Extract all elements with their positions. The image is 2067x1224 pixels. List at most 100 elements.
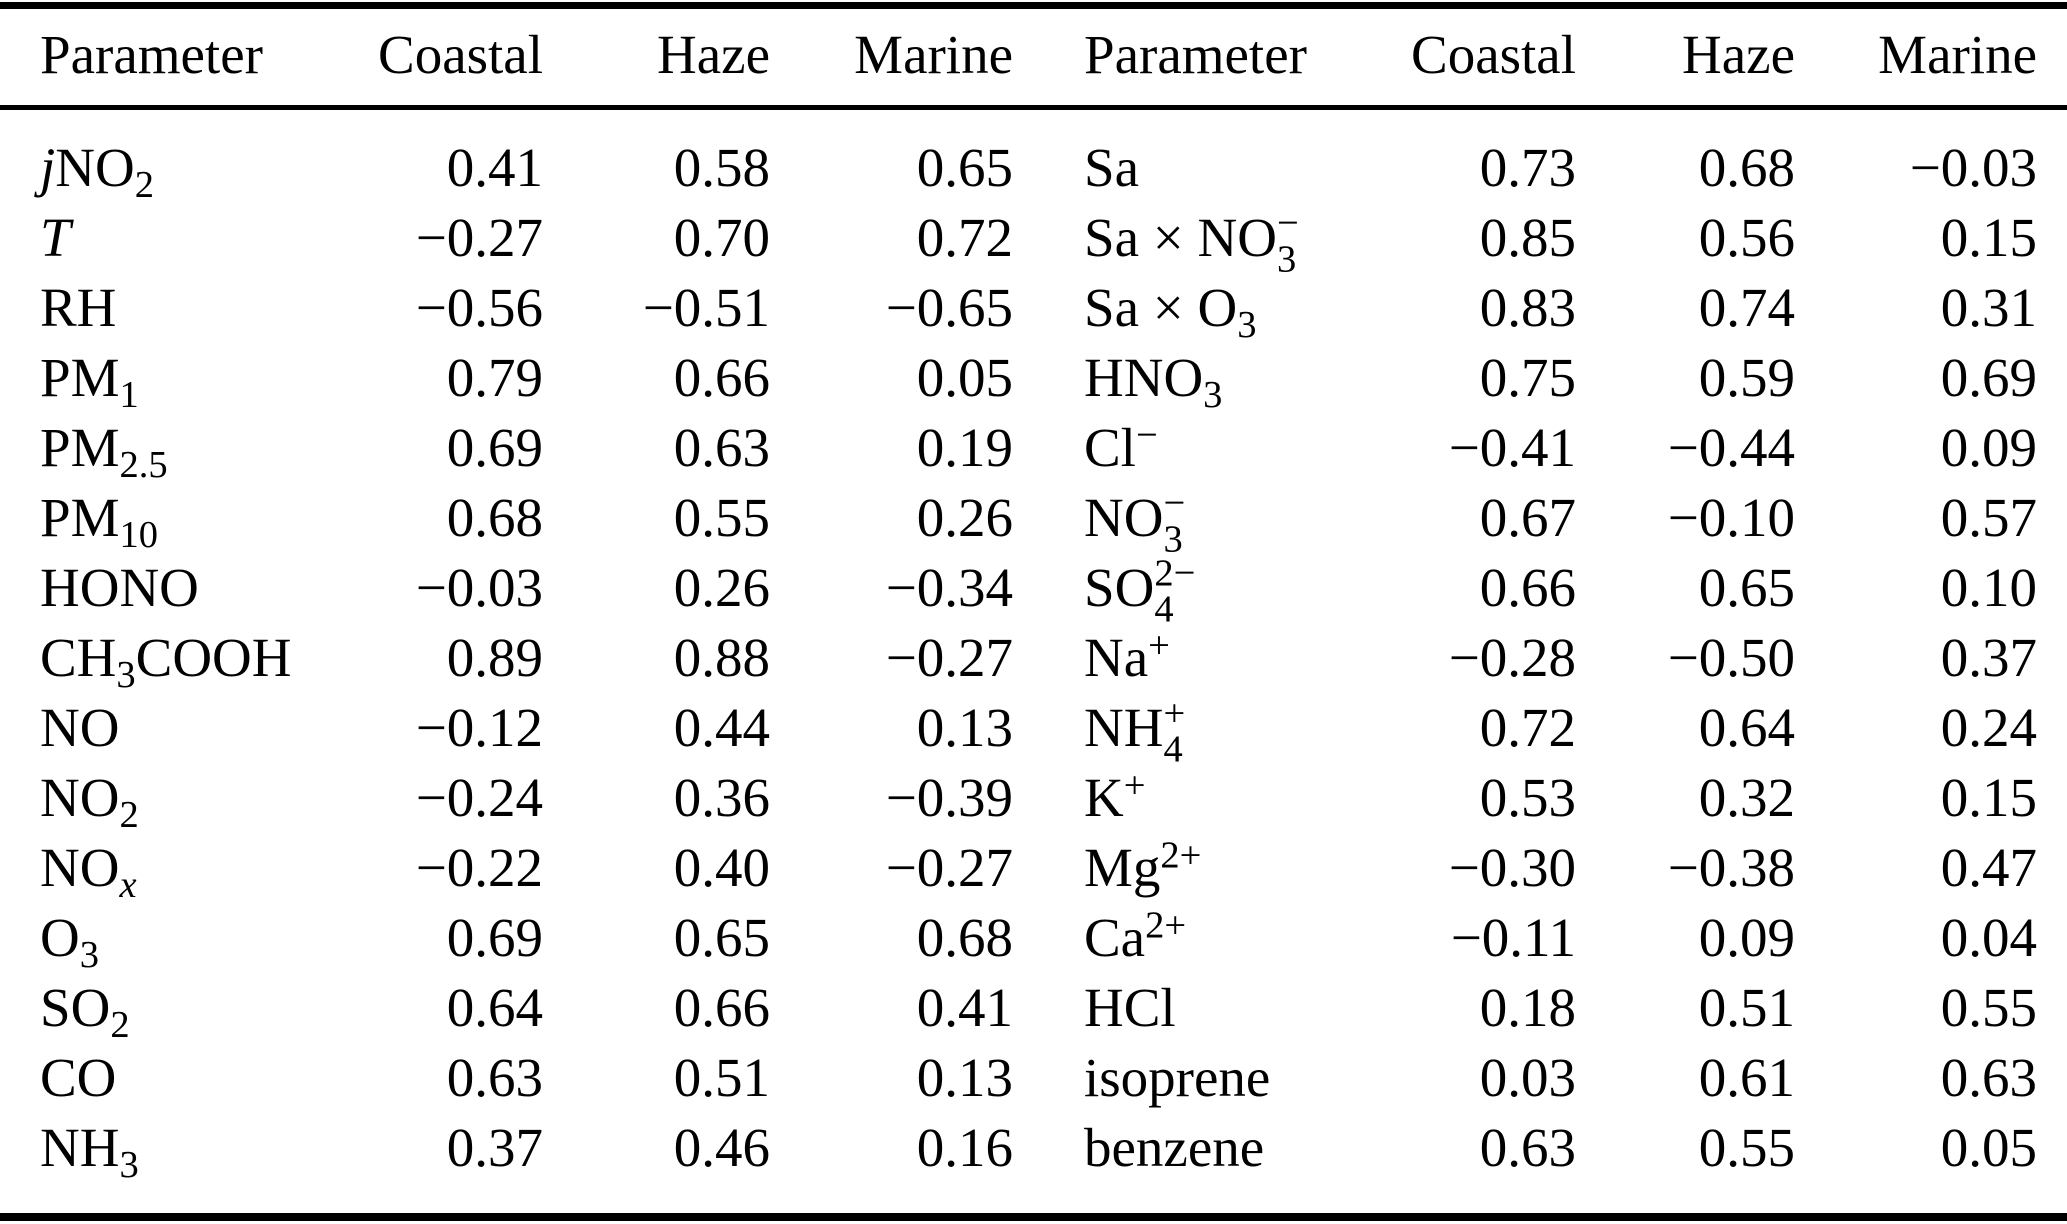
text: Sa × NO: [1084, 207, 1277, 268]
param-cell: SO 2− 4: [1023, 553, 1375, 630]
param-cell: O3: [0, 903, 335, 976]
text: SO: [40, 977, 111, 1038]
value-cell: 0.19: [916, 417, 1013, 478]
subscript: 2: [110, 1003, 130, 1046]
value-cell: 0.32: [1698, 767, 1795, 828]
column-header-parameter-left: Parameter: [40, 24, 263, 85]
value-cell: 0.05: [916, 347, 1013, 408]
value-cell: −0.28: [1448, 627, 1576, 688]
text: Ca: [1084, 907, 1146, 968]
text: RH: [40, 277, 117, 338]
value-cell: −0.10: [1667, 487, 1795, 548]
superscript: 2+: [1145, 904, 1187, 947]
value-cell: 0.36: [673, 767, 770, 828]
param-cell: Sa × O3: [1023, 273, 1375, 346]
value-cell: 0.63: [446, 1047, 543, 1108]
text: NH: [40, 1117, 120, 1178]
value-cell: 0.55: [1698, 1117, 1795, 1178]
text: COOH: [135, 627, 292, 688]
value-cell: −0.56: [415, 277, 543, 338]
value-cell: 0.41: [446, 137, 543, 198]
param-cell: PM2.5: [0, 413, 335, 484]
subscript: 3: [79, 933, 99, 976]
param-cell: NO −3: [1023, 483, 1375, 560]
value-cell: 0.40: [673, 837, 770, 898]
value-cell: 0.69: [446, 417, 543, 478]
value-cell: 0.65: [916, 137, 1013, 198]
table-row: PM1 0.79 0.66 0.05 HNO3 0.75 0.59 0.69: [0, 343, 2067, 416]
value-cell: 0.63: [1479, 1117, 1576, 1178]
value-cell: 0.63: [1940, 1047, 2037, 1108]
text: HNO: [1084, 347, 1204, 408]
table-row: PM10 0.68 0.55 0.26 NO −3 0.67 −0.10 0.57: [0, 483, 2067, 559]
table-header-row: Parameter Coastal Haze Marine Parameter …: [0, 9, 2067, 105]
value-cell: 0.55: [673, 487, 770, 548]
value-cell: −0.12: [415, 697, 543, 758]
param-cell: HNO3: [1023, 343, 1375, 416]
value-cell: 0.73: [1479, 137, 1576, 198]
value-cell: −0.03: [415, 557, 543, 618]
param-cell: CO: [0, 1043, 335, 1113]
value-cell: 0.26: [673, 557, 770, 618]
subscript: 1: [119, 373, 139, 416]
value-cell: 0.68: [446, 487, 543, 548]
text: SO: [1084, 557, 1155, 618]
text: NH: [1084, 697, 1164, 758]
text: isoprene: [1084, 1047, 1271, 1108]
value-cell: −0.41: [1448, 417, 1576, 478]
value-cell: 0.66: [673, 977, 770, 1038]
value-cell: 0.13: [916, 697, 1013, 758]
column-header-parameter-right: Parameter: [1084, 24, 1307, 85]
text: Na: [1084, 627, 1149, 688]
value-cell: 0.51: [673, 1047, 770, 1108]
subscript: 3: [1203, 373, 1223, 416]
table-row: SO2 0.64 0.66 0.41 HCl 0.18 0.51 0.55: [0, 973, 2067, 1046]
value-cell: 0.85: [1479, 207, 1576, 268]
param-cell: K+: [1023, 763, 1375, 833]
value-cell: 0.13: [916, 1047, 1013, 1108]
value-cell: −0.22: [415, 837, 543, 898]
value-cell: 0.41: [916, 977, 1013, 1038]
subsup-notation: 2− 4: [1154, 552, 1196, 631]
table-row: RH −0.56 −0.51 −0.65 Sa × O3 0.83 0.74 0.31: [0, 273, 2067, 346]
italic-text: T: [40, 207, 71, 268]
column-header-haze-right: Haze: [1682, 24, 1795, 85]
param-cell: RH: [0, 273, 335, 343]
value-cell: 0.57: [1940, 487, 2037, 548]
text: Sa: [1084, 137, 1139, 198]
text: benzene: [1084, 1117, 1265, 1178]
param-cell: HONO: [0, 553, 335, 630]
value-cell: −0.65: [885, 277, 1013, 338]
value-cell: 0.63: [673, 417, 770, 478]
superscript: 2+: [1160, 834, 1202, 877]
table-row: NO −0.12 0.44 0.13 NH +4 0.72 0.64 0.24: [0, 693, 2067, 769]
value-cell: −0.44: [1667, 417, 1795, 478]
table-bottom-rule: [0, 1213, 2067, 1221]
param-cell: NH +4: [1023, 693, 1375, 770]
text: CO: [40, 1047, 117, 1108]
text: K: [1084, 767, 1124, 828]
superscript: −: [1135, 414, 1158, 457]
text: PM: [40, 347, 120, 408]
value-cell: 0.51: [1698, 977, 1795, 1038]
param-cell: NO2: [0, 763, 335, 834]
value-cell: 0.03: [1479, 1047, 1576, 1108]
value-cell: 0.79: [446, 347, 543, 408]
value-cell: 0.66: [1479, 557, 1576, 618]
value-cell: 0.09: [1698, 907, 1795, 968]
value-cell: 0.37: [446, 1117, 543, 1178]
table-row: HONO −0.03 0.26 −0.34 SO 2− 4 0.66 0.65 0.10: [0, 553, 2067, 629]
value-cell: 0.58: [673, 137, 770, 198]
table-row: CH3COOH 0.89 0.88 −0.27 Na+ −0.28 −0.50 0.37: [0, 623, 2067, 694]
value-cell: 0.04: [1940, 907, 2037, 968]
param-cell: PM1: [0, 343, 335, 416]
subscript: 3: [1237, 303, 1257, 346]
param-cell: Cl−: [1023, 413, 1375, 483]
table-row: CO 0.63 0.51 0.13 isoprene 0.03 0.61 0.63: [0, 1043, 2067, 1113]
param-cell: Na+: [1023, 623, 1375, 693]
text: NO: [1084, 487, 1164, 548]
value-cell: 0.70: [673, 207, 770, 268]
column-header-coastal-left: Coastal: [378, 24, 543, 85]
value-cell: 0.37: [1940, 627, 2037, 688]
table-row: PM2.5 0.69 0.63 0.19 Cl− −0.41 −0.44 0.09: [0, 413, 2067, 484]
